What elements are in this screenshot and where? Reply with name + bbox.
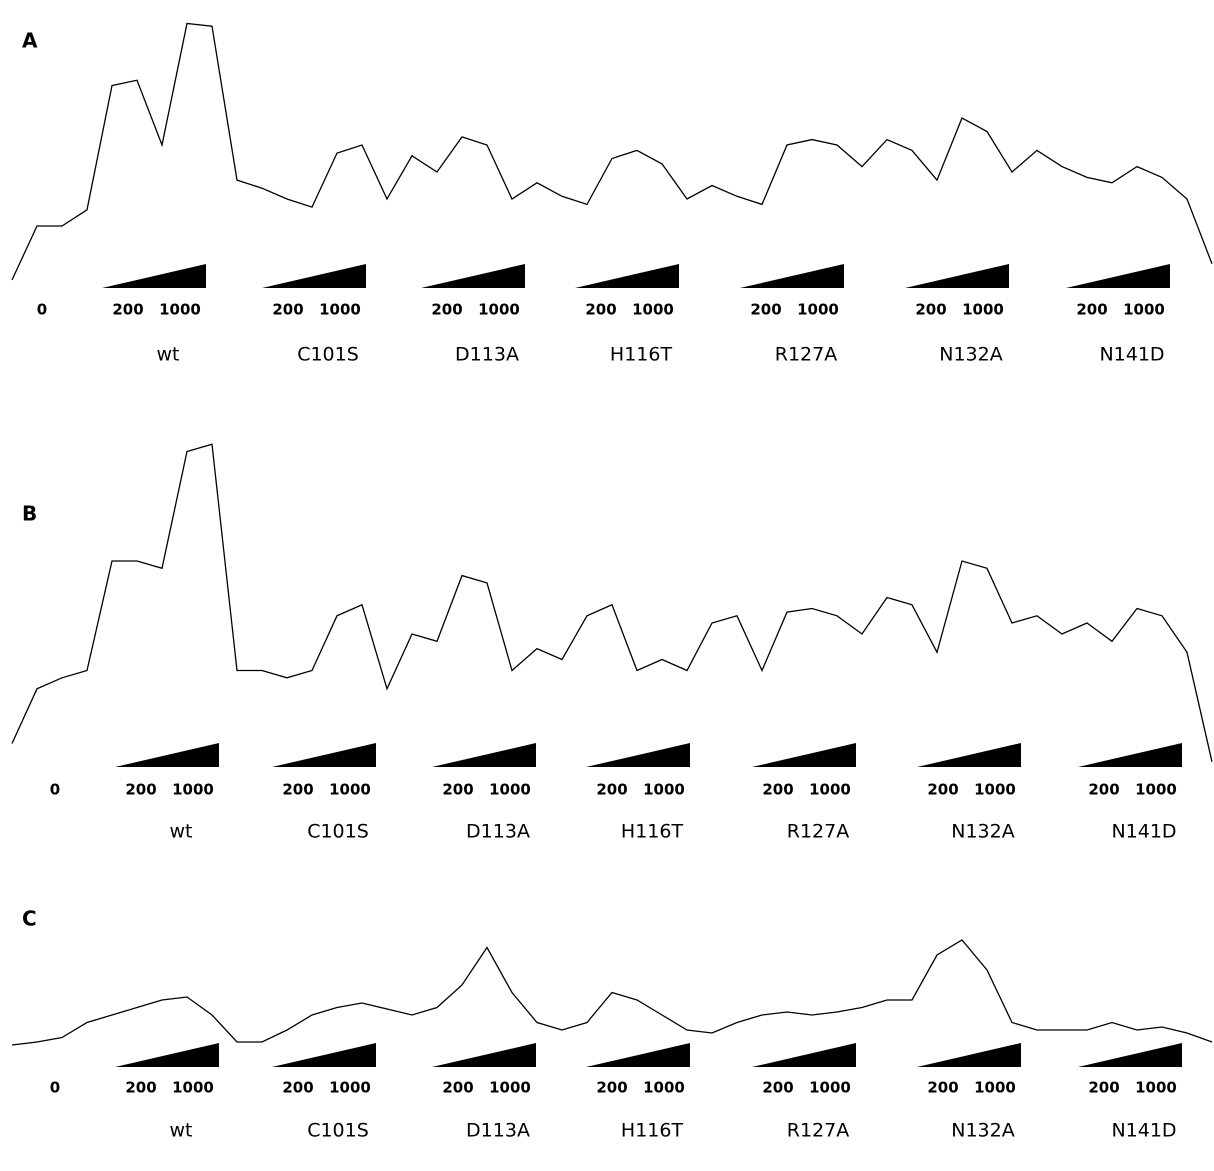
concentration-wedge [262, 264, 366, 288]
high-conc: 1000 [489, 781, 531, 799]
high-conc: 1000 [1135, 1079, 1177, 1097]
concentration-wedge [1078, 1043, 1182, 1067]
concentration-wedge [917, 1043, 1021, 1067]
low-conc: 200 [282, 1079, 313, 1097]
low-conc: 200 [750, 301, 781, 319]
high-conc: 1000 [809, 1079, 851, 1097]
mutant-name: wt [170, 1120, 193, 1142]
concentration-wedge [586, 743, 690, 767]
high-conc: 1000 [329, 781, 371, 799]
low-conc: 200 [762, 1079, 793, 1097]
mutant-name: D113A [455, 344, 519, 366]
high-conc: 1000 [962, 301, 1004, 319]
high-conc: 1000 [489, 1079, 531, 1097]
mutant-name: C101S [297, 344, 359, 366]
concentration-wedge [272, 1043, 376, 1067]
concentration-wedge [917, 743, 1021, 767]
concentration-wedge [586, 1043, 690, 1067]
low-conc: 200 [1088, 1079, 1119, 1097]
mutant-name: N132A [951, 1120, 1014, 1142]
low-conc: 200 [762, 781, 793, 799]
high-conc: 1000 [159, 301, 201, 319]
concentration-wedge [752, 743, 856, 767]
mutant-name: wt [157, 344, 180, 366]
high-conc: 1000 [319, 301, 361, 319]
low-conc: 200 [282, 781, 313, 799]
low-conc: 200 [927, 781, 958, 799]
panel-label: A [22, 29, 38, 53]
high-conc: 1000 [172, 1079, 214, 1097]
concentration-wedge [575, 264, 679, 288]
high-conc: 1000 [1123, 301, 1165, 319]
mutant-name: C101S [307, 821, 369, 843]
concentration-wedge [905, 264, 1009, 288]
mutant-name: N132A [951, 821, 1014, 843]
zero-label: 0 [50, 781, 60, 799]
high-conc: 1000 [643, 1079, 685, 1097]
low-conc: 200 [1088, 781, 1119, 799]
mutant-name: R127A [787, 1120, 849, 1142]
high-conc: 1000 [329, 1079, 371, 1097]
mutant-name: D113A [466, 1120, 530, 1142]
trace [11, 443, 1213, 762]
concentration-wedge [432, 743, 536, 767]
mutant-name: N132A [939, 344, 1002, 366]
concentration-wedge [432, 1043, 536, 1067]
concentration-wedge [115, 743, 219, 767]
mutant-name: C101S [307, 1120, 369, 1142]
zero-label: 0 [37, 301, 47, 319]
low-conc: 200 [125, 1079, 156, 1097]
low-conc: 200 [585, 301, 616, 319]
high-conc: 1000 [643, 781, 685, 799]
low-conc: 200 [927, 1079, 958, 1097]
panel-label: B [22, 502, 37, 526]
low-conc: 200 [596, 781, 627, 799]
low-conc: 200 [125, 781, 156, 799]
concentration-wedge [272, 743, 376, 767]
mutant-name: N141D [1099, 344, 1164, 366]
mutant-name: R127A [787, 821, 849, 843]
low-conc: 200 [442, 1079, 473, 1097]
mutant-name: wt [170, 821, 193, 843]
high-conc: 1000 [797, 301, 839, 319]
concentration-wedge [102, 264, 206, 288]
trace [11, 22, 1213, 281]
panel-label: C [22, 907, 37, 931]
zero-label: 0 [50, 1079, 60, 1097]
mutant-name: D113A [466, 821, 530, 843]
concentration-wedge [115, 1043, 219, 1067]
low-conc: 200 [915, 301, 946, 319]
high-conc: 1000 [974, 781, 1016, 799]
mutant-name: N141D [1111, 1120, 1176, 1142]
mutant-name: H116T [610, 344, 673, 366]
low-conc: 200 [596, 1079, 627, 1097]
high-conc: 1000 [172, 781, 214, 799]
mutant-name: H116T [621, 1120, 684, 1142]
high-conc: 1000 [1135, 781, 1177, 799]
concentration-wedge [1078, 743, 1182, 767]
low-conc: 200 [112, 301, 143, 319]
concentration-wedge [1066, 264, 1170, 288]
concentration-wedge [740, 264, 844, 288]
mutant-name: N141D [1111, 821, 1176, 843]
trace [11, 939, 1213, 1046]
high-conc: 1000 [632, 301, 674, 319]
high-conc: 1000 [974, 1079, 1016, 1097]
low-conc: 200 [431, 301, 462, 319]
concentration-wedge [421, 264, 525, 288]
mutant-name: R127A [775, 344, 837, 366]
mutant-name: H116T [621, 821, 684, 843]
high-conc: 1000 [478, 301, 520, 319]
high-conc: 1000 [809, 781, 851, 799]
low-conc: 200 [272, 301, 303, 319]
low-conc: 200 [1076, 301, 1107, 319]
low-conc: 200 [442, 781, 473, 799]
concentration-wedge [752, 1043, 856, 1067]
